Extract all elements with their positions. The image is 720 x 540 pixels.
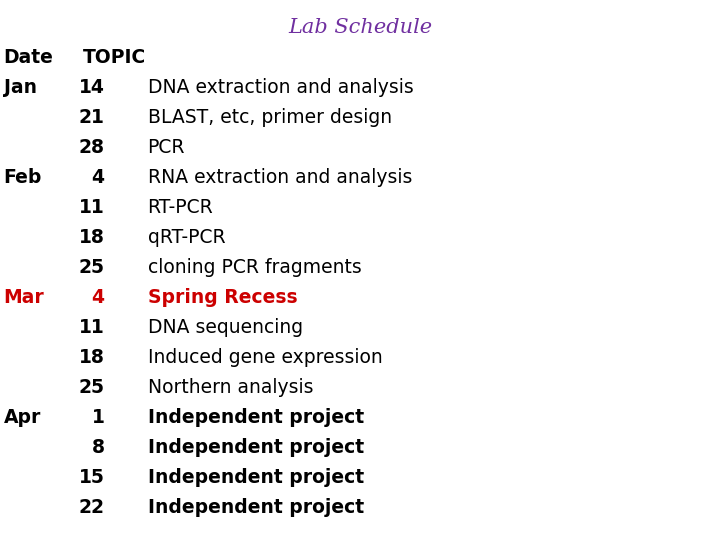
Text: Independent project: Independent project: [148, 468, 364, 487]
Text: 25: 25: [78, 378, 104, 397]
Text: Jan: Jan: [4, 78, 37, 97]
Text: 14: 14: [78, 78, 104, 97]
Text: 11: 11: [78, 318, 104, 337]
Text: Apr: Apr: [4, 408, 41, 427]
Text: Independent project: Independent project: [148, 438, 364, 457]
Text: 22: 22: [78, 498, 104, 517]
Text: 4: 4: [91, 168, 104, 187]
Text: Northern analysis: Northern analysis: [148, 378, 313, 397]
Text: RNA extraction and analysis: RNA extraction and analysis: [148, 168, 412, 187]
Text: 21: 21: [78, 108, 104, 127]
Text: Induced gene expression: Induced gene expression: [148, 348, 382, 367]
Text: 8: 8: [91, 438, 104, 457]
Text: 15: 15: [78, 468, 104, 487]
Text: DNA sequencing: DNA sequencing: [148, 318, 302, 337]
Text: Lab Schedule: Lab Schedule: [288, 18, 432, 37]
Text: TOPIC: TOPIC: [83, 48, 146, 67]
Text: DNA extraction and analysis: DNA extraction and analysis: [148, 78, 413, 97]
Text: Feb: Feb: [4, 168, 42, 187]
Text: Date: Date: [4, 48, 53, 67]
Text: 11: 11: [78, 198, 104, 217]
Text: PCR: PCR: [148, 138, 185, 157]
Text: 18: 18: [78, 228, 104, 247]
Text: Spring Recess: Spring Recess: [148, 288, 297, 307]
Text: BLAST, etc, primer design: BLAST, etc, primer design: [148, 108, 392, 127]
Text: qRT-PCR: qRT-PCR: [148, 228, 225, 247]
Text: 28: 28: [78, 138, 104, 157]
Text: Independent project: Independent project: [148, 408, 364, 427]
Text: RT-PCR: RT-PCR: [148, 198, 213, 217]
Text: cloning PCR fragments: cloning PCR fragments: [148, 258, 361, 277]
Text: 25: 25: [78, 258, 104, 277]
Text: 4: 4: [91, 288, 104, 307]
Text: Mar: Mar: [4, 288, 45, 307]
Text: 18: 18: [78, 348, 104, 367]
Text: 1: 1: [91, 408, 104, 427]
Text: Independent project: Independent project: [148, 498, 364, 517]
